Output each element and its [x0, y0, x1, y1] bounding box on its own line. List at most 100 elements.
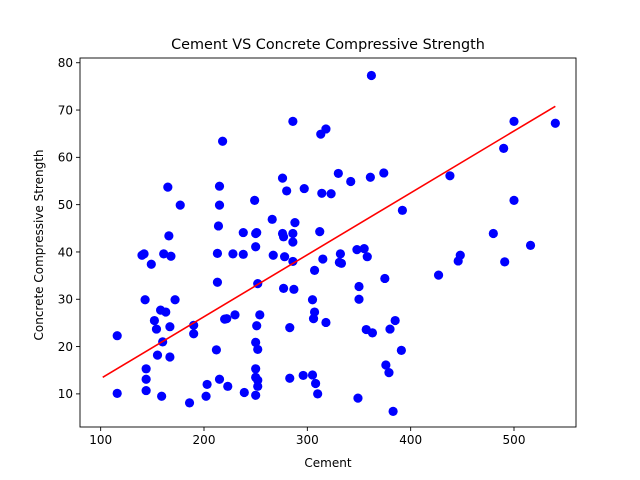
scatter-point: [152, 350, 163, 360]
scatter-point: [282, 186, 292, 196]
scatter-point: [201, 391, 211, 401]
scatter-point: [509, 195, 519, 205]
scatter-point: [278, 232, 289, 242]
scatter-point: [165, 352, 175, 362]
scatter-point: [267, 214, 277, 224]
x-tick-label: 100: [89, 433, 112, 447]
scatter-point: [321, 317, 331, 328]
scatter-point: [213, 221, 224, 231]
scatter-point: [166, 251, 176, 261]
scatter-point: [307, 370, 318, 380]
scatter-point: [285, 323, 295, 333]
scatter-point: [222, 314, 232, 324]
scatter-point: [277, 173, 288, 183]
scatter-point: [149, 315, 159, 326]
scatter-point: [499, 143, 509, 153]
plot-area: [102, 70, 560, 416]
scatter-point: [255, 310, 265, 320]
scatter-point: [163, 182, 173, 192]
scatter-point: [218, 136, 228, 146]
scatter-point: [252, 227, 262, 238]
scatter-point: [212, 277, 223, 287]
scatter-point: [313, 389, 323, 399]
scatter-point: [326, 189, 336, 199]
scatter-point: [288, 116, 298, 126]
scatter-point: [253, 381, 263, 391]
scatter-point: [311, 378, 321, 389]
scatter-point: [381, 360, 391, 370]
scatter-point: [335, 249, 345, 259]
y-tick-label: 60: [58, 151, 73, 165]
scatter-point: [146, 259, 156, 269]
y-axis-title: Concrete Compressive Strength: [32, 149, 46, 340]
scatter-point: [165, 322, 175, 332]
y-tick-label: 80: [58, 56, 73, 70]
scatter-point: [252, 321, 262, 331]
y-tick-label: 50: [58, 198, 73, 212]
scatter-point: [253, 344, 263, 355]
axes: 100 200 300 400 500 10 20 30 40 50 60 70 80: [58, 56, 577, 447]
y-tick-label: 70: [58, 103, 73, 117]
scatter-point: [352, 244, 362, 255]
scatter-point: [346, 176, 356, 187]
scatter-point: [238, 227, 248, 238]
scatter-point: [251, 242, 261, 252]
scatter-point: [230, 310, 240, 320]
x-tick-label: 500: [503, 433, 526, 447]
scatter-point: [139, 249, 149, 259]
scatter-point: [509, 116, 519, 126]
scatter-point: [307, 295, 318, 305]
scatter-point: [353, 393, 363, 403]
scatter-point: [251, 364, 261, 374]
scatter-point: [112, 388, 122, 399]
scatter-point: [250, 195, 260, 205]
scatter-point: [333, 168, 343, 179]
scatter-point: [161, 307, 171, 317]
scatter-point: [288, 237, 298, 247]
scatter-point: [354, 294, 364, 304]
scatter-point: [385, 324, 395, 334]
scatter-point: [251, 337, 261, 347]
scatter-point: [396, 345, 406, 355]
scatter-point: [550, 118, 560, 128]
scatter-point: [367, 328, 378, 338]
regression-line: [102, 105, 556, 379]
scatter-point: [211, 345, 221, 355]
scatter-point: [298, 370, 308, 381]
scatter-point: [214, 181, 225, 191]
scatter-point: [359, 244, 369, 254]
scatter-point: [289, 284, 299, 294]
scatter-point: [290, 218, 300, 228]
scatter-point: [525, 240, 536, 250]
scatter-point: [354, 281, 364, 292]
y-tick-label: 40: [58, 245, 73, 259]
scatter-point: [397, 205, 407, 215]
scatter-point: [278, 283, 289, 293]
scatter-point: [384, 367, 394, 378]
scatter-point: [112, 331, 122, 341]
scatter-point: [379, 168, 389, 178]
x-tick-label: 300: [296, 433, 319, 447]
scatter-point: [336, 258, 347, 268]
scatter-point: [317, 188, 327, 198]
scatter-point: [388, 406, 398, 416]
scatter-point: [141, 374, 151, 384]
x-axis-title: Cement: [304, 456, 351, 470]
scatter-point: [214, 374, 225, 384]
scatter-point: [159, 249, 169, 259]
scatter-point: [299, 183, 309, 194]
scatter-point: [202, 379, 212, 390]
scatter-point: [488, 228, 498, 239]
scatter-point: [321, 124, 331, 134]
scatter-point: [170, 295, 180, 305]
axes-frame: [79, 57, 577, 428]
scatter-point: [362, 252, 372, 262]
scatter-point: [285, 373, 295, 383]
scatter-point: [238, 249, 248, 259]
scatter-point: [288, 256, 298, 267]
y-tick-label: 10: [58, 387, 73, 401]
chart-title: Cement VS Concrete Compressive Strength: [171, 37, 485, 53]
scatter-point: [184, 398, 195, 408]
